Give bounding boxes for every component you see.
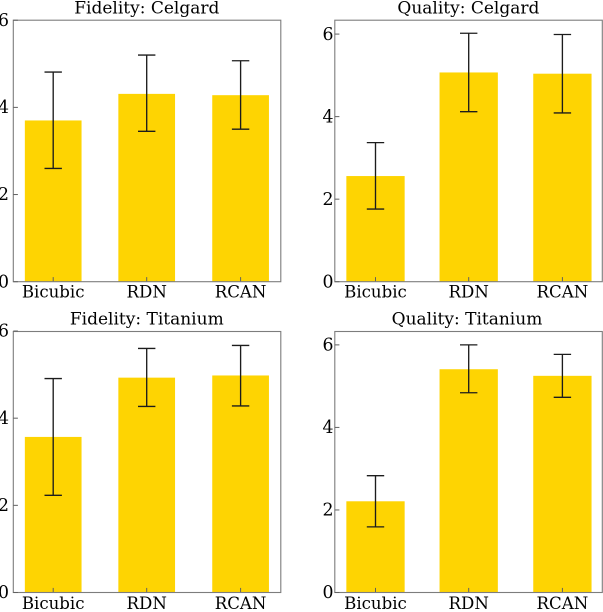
- svg-text:RCAN: RCAN: [215, 594, 267, 612]
- svg-text:2: 2: [0, 496, 9, 516]
- svg-text:4: 4: [0, 409, 9, 429]
- svg-text:Bicubic: Bicubic: [344, 283, 407, 302]
- svg-text:0: 0: [0, 272, 9, 292]
- svg-text:4: 4: [0, 98, 9, 118]
- svg-text:RCAN: RCAN: [537, 594, 589, 612]
- svg-text:0: 0: [323, 583, 334, 603]
- svg-text:6: 6: [0, 322, 9, 342]
- svg-text:0: 0: [0, 583, 9, 603]
- svg-text:2: 2: [0, 185, 9, 205]
- svg-text:RCAN: RCAN: [215, 283, 267, 302]
- svg-text:Quality: Titanium: Quality: Titanium: [392, 310, 543, 330]
- svg-text:Bicubic: Bicubic: [22, 594, 85, 612]
- svg-text:6: 6: [0, 11, 9, 31]
- svg-text:6: 6: [323, 336, 334, 356]
- svg-text:Fidelity: Titanium: Fidelity: Titanium: [70, 310, 224, 330]
- svg-text:4: 4: [323, 418, 334, 438]
- svg-text:Bicubic: Bicubic: [344, 594, 407, 612]
- svg-text:6: 6: [323, 25, 334, 45]
- svg-text:4: 4: [323, 107, 334, 127]
- svg-text:RDN: RDN: [127, 283, 167, 302]
- svg-text:Fidelity: Celgard: Fidelity: Celgard: [74, 0, 219, 19]
- svg-text:RDN: RDN: [449, 283, 489, 302]
- svg-text:RDN: RDN: [449, 594, 489, 612]
- svg-text:RDN: RDN: [127, 594, 167, 612]
- svg-text:Quality: Celgard: Quality: Celgard: [397, 0, 539, 19]
- svg-text:2: 2: [323, 190, 334, 210]
- svg-text:Bicubic: Bicubic: [22, 283, 85, 302]
- svg-text:2: 2: [323, 501, 334, 521]
- svg-text:0: 0: [323, 272, 334, 292]
- svg-text:RCAN: RCAN: [537, 283, 589, 302]
